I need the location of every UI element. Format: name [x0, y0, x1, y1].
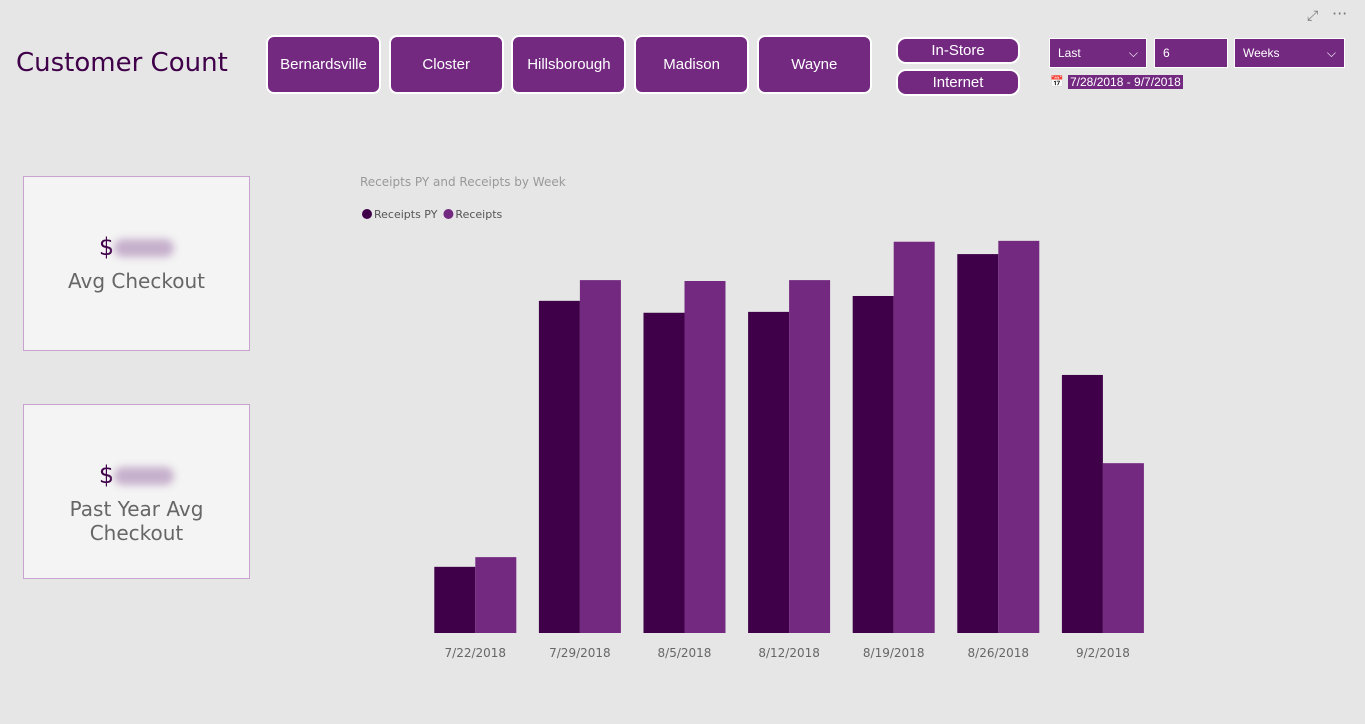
- store-button[interactable]: Closter: [388, 35, 504, 94]
- channel-button[interactable]: Internet: [896, 69, 1020, 96]
- legend-marker: [443, 209, 454, 219]
- x-tick-label: 8/19/2018: [863, 646, 925, 660]
- bar: [643, 312, 685, 633]
- bar: [434, 566, 476, 633]
- date-range: 7/28/2018 - 9/7/2018: [1068, 75, 1183, 89]
- bar: [748, 311, 790, 633]
- x-tick-label: 7/22/2018: [445, 646, 507, 660]
- legend-marker: [362, 209, 372, 219]
- bar: [538, 300, 580, 633]
- x-tick-label: 8/5/2018: [658, 646, 712, 660]
- chevron: ⌵: [1128, 46, 1138, 60]
- x-tick-label: 7/29/2018: [549, 646, 611, 660]
- focus-mode-icon[interactable]: ⤢: [1307, 8, 1319, 24]
- card-value: $: [24, 461, 249, 491]
- legend-label: Receipts PY: [374, 208, 438, 221]
- legend: Receipts PY Receipts: [362, 208, 503, 221]
- bar: [684, 280, 726, 633]
- x-tick-label: 9/2/2018: [1076, 646, 1130, 660]
- kpi-card: $ Avg Checkout: [23, 176, 250, 351]
- chart-title: Receipts PY and Receipts by Week: [360, 175, 566, 189]
- dropdown-text: Last: [1058, 46, 1081, 60]
- store-button[interactable]: Madison: [634, 35, 750, 94]
- unit-dropdown[interactable]: Weeks ⌵: [1234, 38, 1345, 68]
- store-button[interactable]: Hillsborough: [511, 35, 627, 94]
- store-button[interactable]: Wayne: [756, 35, 872, 94]
- bar: [1102, 463, 1144, 633]
- redacted-value: [114, 467, 175, 485]
- card-label: Past Year Avg Checkout: [69, 497, 204, 545]
- page-title: Customer Count: [16, 48, 228, 78]
- chevron: ⌵: [1326, 46, 1336, 60]
- bar: [1061, 374, 1103, 633]
- channel-button[interactable]: In-Store: [896, 37, 1020, 64]
- bar: [893, 241, 935, 633]
- dropdown-text: Weeks: [1243, 46, 1280, 60]
- bar: [957, 254, 999, 633]
- kpi-card: $ Past Year Avg Checkout: [23, 404, 250, 579]
- more-options-icon[interactable]: ···: [1332, 4, 1348, 23]
- bar: [852, 295, 894, 633]
- relative-dropdown[interactable]: Last ⌵: [1049, 38, 1147, 68]
- count-input[interactable]: 6: [1154, 38, 1228, 68]
- value-prefix: $: [98, 233, 115, 261]
- calendar-icon: 📅: [1050, 75, 1064, 88]
- bar: [789, 280, 831, 633]
- legend-label: Receipts: [455, 208, 502, 221]
- bar: [579, 280, 621, 633]
- card-value: $: [24, 233, 249, 263]
- chart: Receipts PY and Receipts by Week Receipt…: [360, 175, 1144, 660]
- store-button[interactable]: Bernardsville: [266, 35, 381, 94]
- x-tick-label: 8/26/2018: [968, 646, 1030, 660]
- redacted-value: [114, 239, 175, 257]
- card-label: Avg Checkout: [68, 269, 205, 293]
- value-prefix: $: [98, 461, 115, 489]
- bar: [998, 240, 1040, 633]
- input-text: 6: [1163, 46, 1170, 60]
- bar: [475, 557, 517, 633]
- x-tick-label: 8/12/2018: [758, 646, 820, 660]
